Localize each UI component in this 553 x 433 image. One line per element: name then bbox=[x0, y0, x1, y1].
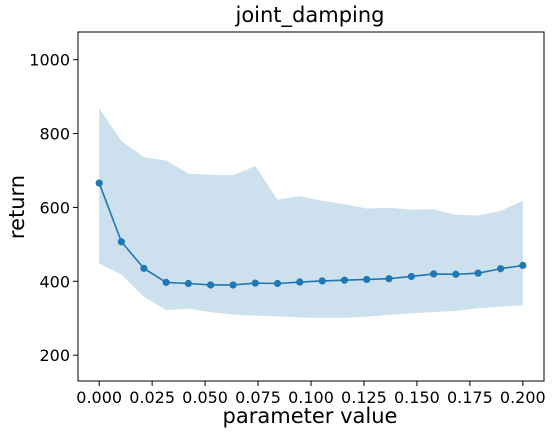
data-point bbox=[229, 281, 237, 289]
x-tick-label: 0.000 bbox=[76, 388, 122, 407]
data-point bbox=[363, 275, 371, 284]
y-tick-label: 1000 bbox=[29, 51, 70, 70]
y-tick-label: 600 bbox=[39, 198, 70, 217]
x-axis-ticks: 0.000 0.025 0.050 0.075 0.100 0.125 0.150 0.175… bbox=[76, 381, 546, 407]
data-point bbox=[474, 269, 482, 277]
data-point bbox=[452, 270, 460, 278]
data-point bbox=[162, 278, 170, 286]
x-axis-label: parameter value bbox=[223, 404, 398, 428]
data-point bbox=[496, 265, 505, 273]
y-tick-label: 400 bbox=[39, 272, 70, 291]
x-tick-label: 0.150 bbox=[394, 388, 440, 407]
data-point bbox=[318, 277, 326, 285]
series-points-layer bbox=[95, 179, 527, 289]
y-tick-label: 800 bbox=[39, 125, 70, 144]
x-tick-label: 0.200 bbox=[500, 388, 546, 407]
data-point bbox=[385, 275, 393, 283]
data-point bbox=[251, 279, 259, 287]
data-point bbox=[340, 276, 349, 284]
x-tick-label: 0.100 bbox=[288, 388, 334, 407]
confidence-band bbox=[99, 108, 523, 318]
data-point bbox=[117, 238, 126, 246]
chart-title: joint_damping bbox=[234, 3, 384, 28]
confidence-band-layer bbox=[99, 108, 523, 318]
data-point bbox=[407, 272, 415, 281]
y-axis-label: return bbox=[5, 175, 29, 239]
data-point bbox=[430, 270, 438, 278]
series-line-layer bbox=[98, 182, 523, 286]
x-tick-label: 0.025 bbox=[129, 388, 175, 407]
x-tick-label: 0.050 bbox=[182, 388, 228, 407]
x-tick-label: 0.175 bbox=[447, 388, 493, 407]
data-point bbox=[140, 264, 148, 272]
data-point bbox=[95, 179, 103, 187]
data-point bbox=[273, 279, 282, 288]
data-point bbox=[207, 281, 215, 289]
x-tick-label: 0.125 bbox=[341, 388, 387, 407]
x-tick-label: 0.075 bbox=[235, 388, 281, 407]
y-axis-ticks: 200 400 600 800 1000 bbox=[29, 51, 78, 365]
y-tick-label: 200 bbox=[39, 346, 70, 365]
data-point bbox=[296, 278, 304, 286]
data-point bbox=[519, 261, 527, 270]
series-line bbox=[98, 182, 523, 286]
data-point bbox=[184, 279, 192, 288]
